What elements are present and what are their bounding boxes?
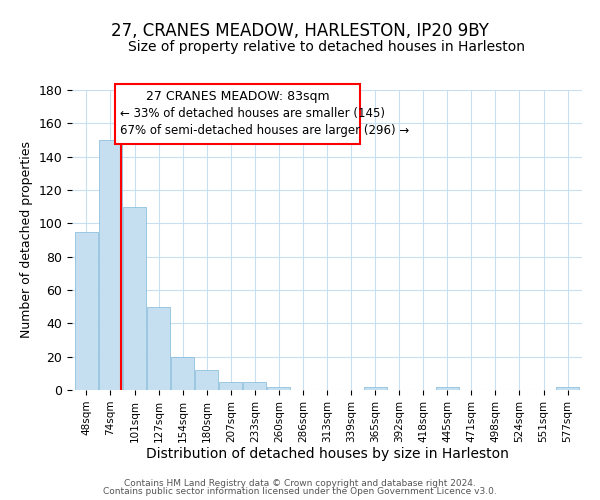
Bar <box>171 356 194 390</box>
Y-axis label: Number of detached properties: Number of detached properties <box>20 142 33 338</box>
Bar <box>220 382 242 390</box>
Text: Contains public sector information licensed under the Open Government Licence v3: Contains public sector information licen… <box>103 487 497 496</box>
Bar <box>147 306 170 390</box>
Bar <box>436 386 459 390</box>
Bar <box>268 386 290 390</box>
X-axis label: Distribution of detached houses by size in Harleston: Distribution of detached houses by size … <box>146 448 508 462</box>
Bar <box>123 206 146 390</box>
Bar <box>556 386 579 390</box>
Text: 27 CRANES MEADOW: 83sqm: 27 CRANES MEADOW: 83sqm <box>146 90 329 103</box>
Text: 27, CRANES MEADOW, HARLESTON, IP20 9BY: 27, CRANES MEADOW, HARLESTON, IP20 9BY <box>111 22 489 40</box>
Text: ← 33% of detached houses are smaller (145): ← 33% of detached houses are smaller (14… <box>121 107 385 120</box>
Text: Contains HM Land Registry data © Crown copyright and database right 2024.: Contains HM Land Registry data © Crown c… <box>124 478 476 488</box>
FancyBboxPatch shape <box>115 84 360 144</box>
Text: 67% of semi-detached houses are larger (296) →: 67% of semi-detached houses are larger (… <box>121 124 410 138</box>
Bar <box>364 386 386 390</box>
Bar <box>99 140 122 390</box>
Title: Size of property relative to detached houses in Harleston: Size of property relative to detached ho… <box>128 40 526 54</box>
Bar <box>195 370 218 390</box>
Bar <box>75 232 98 390</box>
Bar <box>244 382 266 390</box>
